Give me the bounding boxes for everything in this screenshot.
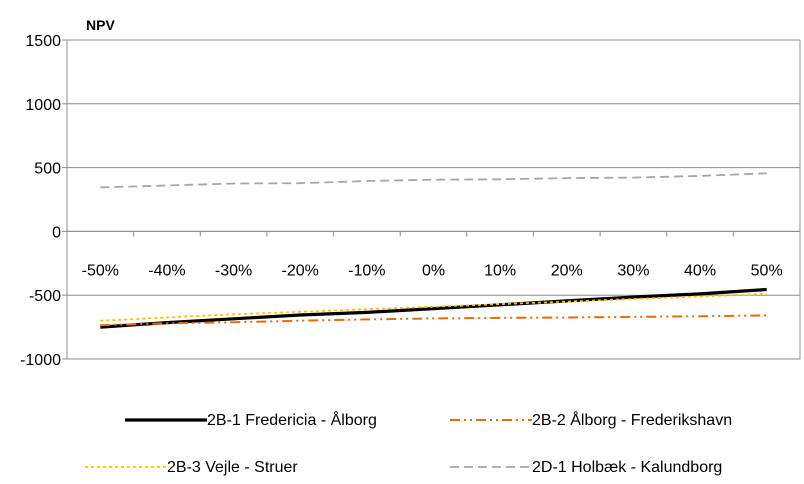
series-lines [100,172,767,329]
x-tick-label-2: -30% [215,262,252,279]
y-tick-label-4: 1000 [25,97,61,114]
legend-label-2: 2B-3 Vejle - Struer [167,459,298,476]
x-tick-label-10: 50% [751,262,783,279]
x-tick-labels: -50% -40% -30% -20% -10% 0% 10% 20% 30% 40% 50% [82,262,783,279]
y-tick-label-3: 500 [34,161,61,178]
y-tick-label-2: 0 [52,224,61,241]
y-tick-label-5: 1500 [25,33,61,50]
y-axis-label: NPV [86,17,115,33]
x-tick-label-6: 10% [484,262,516,279]
x-tick-label-7: 20% [551,262,583,279]
y-tick-labels: -1000 -500 0 500 1000 1500 [20,33,61,369]
series-line-1 [100,314,767,327]
x-tick-label-5: 0% [422,262,445,279]
legend-label-3: 2D-1 Holbæk - Kalundborg [532,459,722,476]
legend-label-0: 2B-1 Fredericia - Ålborg [207,410,377,429]
x-tick-label-0: -50% [82,262,119,279]
y-tick-label-0: -1000 [20,352,61,369]
x-tick-label-8: 30% [617,262,649,279]
y-tick-label-1: -500 [29,288,61,305]
x-tick-label-9: 40% [684,262,716,279]
x-tick-label-1: -40% [148,262,185,279]
legend-label-1: 2B-2 Ålborg - Frederikshavn [532,410,732,429]
x-tick-label-3: -20% [282,262,319,279]
axes [62,39,801,360]
legend: 2B-1 Fredericia - Ålborg 2B-2 Ålborg - Fr… [85,410,732,476]
x-tick-label-4: -10% [348,262,385,279]
